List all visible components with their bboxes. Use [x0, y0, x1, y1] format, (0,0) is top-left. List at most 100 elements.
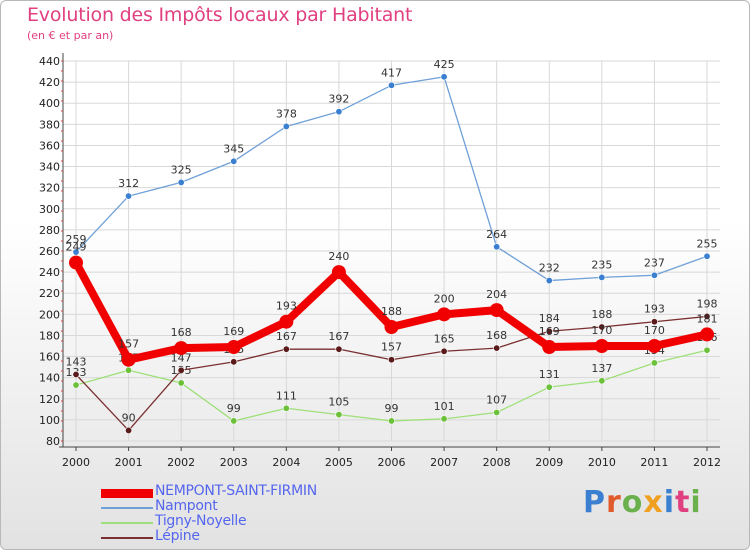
data-label-nempont-saint-firmin-2004: 193	[276, 300, 297, 313]
x-tick-label-2004: 2004	[272, 456, 300, 469]
data-point-nempont-saint-firmin-2012	[700, 327, 714, 342]
legend-swatch-tigny-noyelle	[101, 522, 153, 524]
data-point-tigny-noyelle-2003	[230, 417, 238, 425]
data-label-nempont-saint-firmin-2006: 188	[381, 305, 402, 318]
chart-title: Evolution des Impôts locaux par Habitant	[27, 4, 413, 26]
data-point-nampont-2009	[545, 277, 553, 285]
data-label-nampont-2002: 325	[171, 163, 192, 176]
data-point-nempont-saint-firmin-2003	[226, 340, 241, 355]
data-label-nampont-2003: 345	[223, 142, 244, 155]
y-tick-label-220: 220	[39, 287, 60, 300]
data-label-nempont-saint-firmin-2000: 249	[66, 241, 87, 254]
logo-letter: o	[621, 485, 644, 520]
data-label-tigny-noyelle-2006: 99	[385, 402, 399, 415]
data-label-nampont-2004: 378	[276, 107, 297, 120]
data-label-nempont-saint-firmin-2007: 200	[434, 292, 455, 305]
data-point-tigny-noyelle-2000	[72, 381, 80, 389]
data-point-nempont-saint-firmin-2007	[437, 307, 452, 322]
data-point-l-pine-2008	[493, 344, 501, 352]
x-tick-label-2012: 2012	[693, 456, 721, 469]
data-label-nampont-2012: 255	[697, 237, 718, 250]
data-point-nempont-saint-firmin-2011	[647, 339, 662, 353]
data-label-tigny-noyelle-2003: 99	[227, 402, 241, 415]
data-label-nampont-2001: 312	[118, 177, 139, 190]
x-tick-label-2008: 2008	[483, 456, 511, 469]
data-label-nempont-saint-firmin-2009: 169	[539, 325, 560, 338]
data-point-tigny-noyelle-2008	[493, 408, 501, 416]
data-point-tigny-noyelle-2010	[598, 377, 606, 385]
data-label-l-pine-2002: 147	[171, 351, 192, 364]
data-label-tigny-noyelle-2005: 105	[328, 396, 349, 409]
logo-letter: t	[675, 485, 691, 520]
data-point-l-pine-2009	[545, 327, 553, 335]
data-label-l-pine-2012: 198	[697, 297, 718, 310]
data-point-tigny-noyelle-2005	[335, 411, 343, 419]
data-label-l-pine-2009: 184	[539, 312, 560, 325]
data-point-nempont-saint-firmin-2002	[174, 341, 189, 356]
y-tick-label-360: 360	[39, 139, 60, 152]
logo-letter: P	[583, 485, 606, 520]
data-label-nampont-2009: 232	[539, 262, 560, 275]
data-label-tigny-noyelle-2008: 107	[486, 394, 507, 407]
data-point-tigny-noyelle-2004	[282, 404, 290, 412]
legend-label-tigny-noyelle: Tigny-Noyelle	[155, 513, 247, 529]
x-tick-label-2000: 2000	[62, 456, 90, 469]
data-point-tigny-noyelle-2002	[177, 379, 185, 387]
data-point-nempont-saint-firmin-2004	[279, 314, 294, 329]
legend-label-l-pine: Lépine	[155, 528, 200, 544]
y-tick-label-420: 420	[39, 76, 60, 89]
y-tick-label-160: 160	[39, 351, 60, 364]
x-tick-label-2009: 2009	[535, 456, 563, 469]
data-point-nempont-saint-firmin-2006	[384, 320, 399, 334]
data-point-l-pine-2005	[335, 345, 343, 353]
legend-label-nampont: Nampont	[155, 498, 218, 514]
data-point-nampont-2012	[703, 252, 711, 260]
y-tick-label-300: 300	[39, 203, 60, 216]
data-point-l-pine-2010	[598, 323, 606, 331]
data-label-tigny-noyelle-2004: 111	[276, 389, 297, 402]
logo-letter: x	[643, 485, 664, 520]
y-tick-label-260: 260	[39, 245, 60, 258]
y-tick-label-400: 400	[39, 97, 60, 110]
data-label-nempont-saint-firmin-2005: 240	[328, 250, 349, 263]
data-point-nampont-2005	[335, 108, 343, 116]
data-point-nampont-2001	[125, 192, 133, 200]
data-label-nampont-2011: 237	[644, 256, 665, 269]
x-tick-label-2005: 2005	[325, 456, 353, 469]
data-point-l-pine-2002	[177, 366, 185, 374]
data-label-l-pine-2008: 168	[486, 329, 507, 342]
data-label-tigny-noyelle-2009: 131	[539, 368, 560, 381]
data-point-l-pine-2006	[387, 356, 395, 364]
data-point-l-pine-2000	[72, 370, 80, 378]
data-point-nempont-saint-firmin-2008	[489, 303, 504, 318]
legend-swatch-l-pine	[101, 537, 153, 539]
data-label-nempont-saint-firmin-2008: 204	[486, 288, 507, 301]
data-point-l-pine-2004	[282, 345, 290, 353]
data-label-nampont-2007: 425	[434, 58, 455, 71]
chart-subtitle: (en € et par an)	[27, 29, 114, 42]
legend-swatch-nempont-saint-firmin	[101, 489, 153, 498]
data-point-nampont-2010	[598, 273, 606, 281]
y-tick-label-200: 200	[39, 308, 60, 321]
y-tick-label-320: 320	[39, 182, 60, 195]
y-tick-label-80: 80	[46, 435, 60, 448]
data-point-l-pine-2001	[125, 426, 133, 434]
data-label-nempont-saint-firmin-2003: 169	[223, 325, 244, 338]
data-label-nempont-saint-firmin-2012: 181	[697, 312, 718, 325]
data-label-nempont-saint-firmin-2010: 170	[591, 324, 612, 337]
data-point-nampont-2000	[72, 248, 80, 256]
data-point-l-pine-2011	[650, 318, 658, 326]
data-point-nampont-2006	[387, 81, 395, 89]
data-label-l-pine-2005: 167	[328, 330, 349, 343]
data-label-l-pine-2006: 157	[381, 341, 402, 354]
x-tick-label-2003: 2003	[220, 456, 248, 469]
data-point-nempont-saint-firmin-2001	[121, 352, 136, 367]
data-point-nempont-saint-firmin-2000	[69, 255, 83, 270]
y-tick-label-240: 240	[39, 266, 60, 279]
y-tick-label-180: 180	[39, 329, 60, 342]
x-tick-label-2006: 2006	[378, 456, 406, 469]
data-point-nempont-saint-firmin-2005	[331, 265, 346, 280]
data-label-nampont-2008: 264	[486, 228, 507, 241]
y-tick-label-100: 100	[39, 414, 60, 427]
